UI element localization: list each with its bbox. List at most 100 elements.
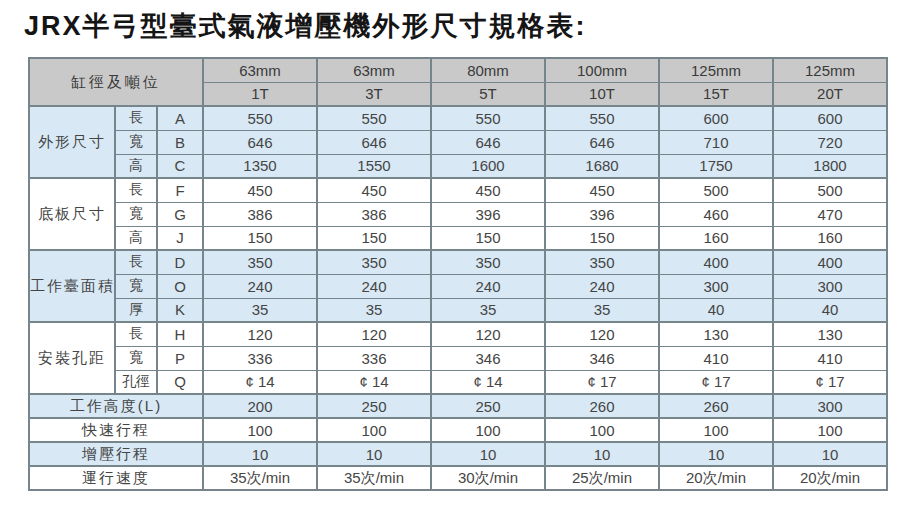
section-label-cell: 底板尺寸: [29, 178, 115, 250]
value-cell: 350: [431, 250, 545, 274]
value-cell: 100: [659, 418, 773, 442]
header-diameter-cell: 125mm: [773, 58, 887, 82]
value-cell: 550: [317, 106, 431, 130]
table-body: 外形尺寸長A550550550550600600寬B64664664664671…: [29, 106, 887, 490]
value-cell: 250: [431, 394, 545, 418]
code-label-cell: C: [157, 154, 203, 178]
value-cell: 100: [317, 418, 431, 442]
value-cell: 600: [659, 106, 773, 130]
code-label-cell: G: [157, 202, 203, 226]
header-tonnage-cell: 3T: [317, 82, 431, 106]
value-cell: 160: [773, 226, 887, 250]
dim-label-cell: 寬: [115, 130, 157, 154]
value-cell: 20次/min: [773, 466, 887, 490]
dim-label-cell: 寬: [115, 346, 157, 370]
value-cell: 150: [203, 226, 317, 250]
value-cell: 350: [203, 250, 317, 274]
value-cell: 35: [203, 298, 317, 322]
table-row: 孔徑Q¢ 14¢ 14¢ 14¢ 17¢ 17¢ 17: [29, 370, 887, 394]
value-cell: 350: [545, 250, 659, 274]
table-row: 底板尺寸長F450450450450500500: [29, 178, 887, 202]
table-row: 寬P336336346346410410: [29, 346, 887, 370]
value-cell: 386: [317, 202, 431, 226]
value-cell: ¢ 14: [317, 370, 431, 394]
value-cell: 396: [431, 202, 545, 226]
code-label-cell: D: [157, 250, 203, 274]
spec-table: 缸徑及噸位63mm63mm80mm100mm125mm125mm1T3T5T10…: [28, 57, 888, 491]
value-cell: 10: [659, 442, 773, 466]
code-label-cell: A: [157, 106, 203, 130]
value-cell: 1800: [773, 154, 887, 178]
table-row: 寬G386386396396460470: [29, 202, 887, 226]
value-cell: 100: [545, 418, 659, 442]
value-cell: 450: [431, 178, 545, 202]
value-cell: 250: [317, 394, 431, 418]
code-label-cell: P: [157, 346, 203, 370]
code-label-cell: J: [157, 226, 203, 250]
dim-label-cell: 長: [115, 178, 157, 202]
header-tonnage-cell: 1T: [203, 82, 317, 106]
summary-label-cell: 運行速度: [29, 466, 203, 490]
page-title: JRX半弓型臺式氣液增壓機外形尺寸規格表:: [24, 8, 587, 44]
value-cell: 1600: [431, 154, 545, 178]
value-cell: 35: [545, 298, 659, 322]
value-cell: 100: [203, 418, 317, 442]
header-diameter-cell: 100mm: [545, 58, 659, 82]
header-tonnage-cell: 10T: [545, 82, 659, 106]
value-cell: ¢ 14: [431, 370, 545, 394]
value-cell: 550: [545, 106, 659, 130]
dim-label-cell: 長: [115, 106, 157, 130]
code-label-cell: K: [157, 298, 203, 322]
value-cell: 240: [317, 274, 431, 298]
value-cell: 400: [773, 250, 887, 274]
header-diameter-cell: 80mm: [431, 58, 545, 82]
code-label-cell: Q: [157, 370, 203, 394]
dim-label-cell: 長: [115, 250, 157, 274]
value-cell: 150: [431, 226, 545, 250]
dim-label-cell: 孔徑: [115, 370, 157, 394]
table-row: 厚K353535354040: [29, 298, 887, 322]
value-cell: 35次/min: [317, 466, 431, 490]
value-cell: 300: [659, 274, 773, 298]
value-cell: 300: [773, 394, 887, 418]
value-cell: 720: [773, 130, 887, 154]
value-cell: ¢ 17: [773, 370, 887, 394]
value-cell: 200: [203, 394, 317, 418]
value-cell: 25次/min: [545, 466, 659, 490]
dim-label-cell: 厚: [115, 298, 157, 322]
value-cell: 35: [431, 298, 545, 322]
table-row: 工作臺面積長D350350350350400400: [29, 250, 887, 274]
value-cell: 400: [659, 250, 773, 274]
value-cell: 35次/min: [203, 466, 317, 490]
value-cell: 1550: [317, 154, 431, 178]
value-cell: 240: [203, 274, 317, 298]
header-diameter-cell: 63mm: [203, 58, 317, 82]
value-cell: 386: [203, 202, 317, 226]
value-cell: 410: [773, 346, 887, 370]
dim-label-cell: 長: [115, 322, 157, 346]
value-cell: 336: [203, 346, 317, 370]
value-cell: 350: [317, 250, 431, 274]
value-cell: 550: [203, 106, 317, 130]
value-cell: 260: [545, 394, 659, 418]
value-cell: 10: [773, 442, 887, 466]
table-head: 缸徑及噸位63mm63mm80mm100mm125mm125mm1T3T5T10…: [29, 58, 887, 106]
value-cell: 550: [431, 106, 545, 130]
table-row: 寬B646646646646710720: [29, 130, 887, 154]
dim-label-cell: 寬: [115, 274, 157, 298]
value-cell: 130: [659, 322, 773, 346]
value-cell: 410: [659, 346, 773, 370]
value-cell: 40: [659, 298, 773, 322]
value-cell: 100: [773, 418, 887, 442]
value-cell: 240: [545, 274, 659, 298]
value-cell: 40: [773, 298, 887, 322]
table-row: 寬O240240240240300300: [29, 274, 887, 298]
dim-label-cell: 高: [115, 154, 157, 178]
value-cell: 450: [203, 178, 317, 202]
section-label-cell: 工作臺面積: [29, 250, 115, 322]
value-cell: 10: [203, 442, 317, 466]
value-cell: 260: [659, 394, 773, 418]
value-cell: 150: [317, 226, 431, 250]
value-cell: 10: [431, 442, 545, 466]
table-row: 運行速度35次/min35次/min30次/min25次/min20次/min2…: [29, 466, 887, 490]
